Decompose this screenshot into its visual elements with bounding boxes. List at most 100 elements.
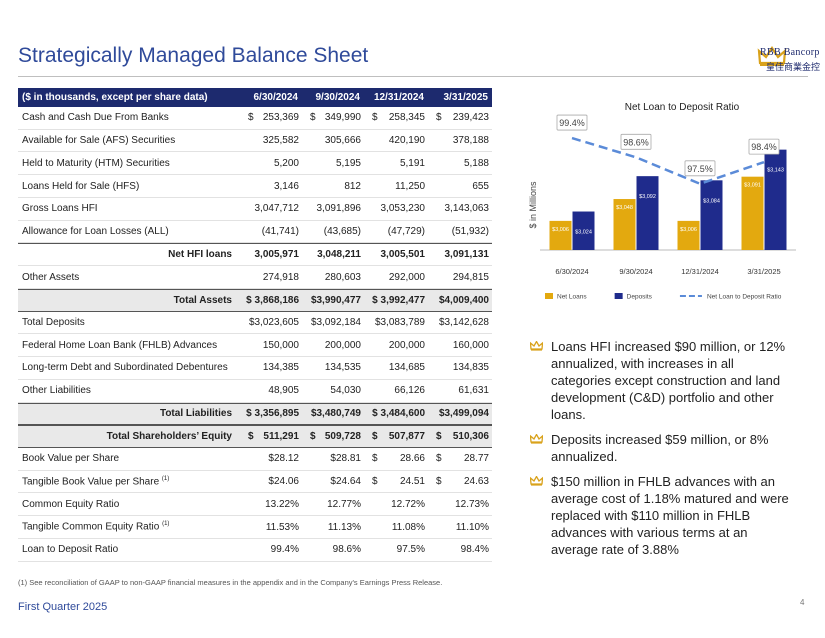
table-cell: 294,815 (428, 272, 492, 283)
table-row: Allowance for Loan Losses (ALL) (41,741) (… (18, 221, 492, 244)
cell-value: 99.4% (270, 544, 299, 556)
currency-sign: $ (248, 431, 254, 443)
table-cell: 3,005,501 (364, 249, 428, 260)
balance-table: ($ in thousands, except per share data) 6… (18, 88, 492, 562)
table-cell: (43,685) (302, 226, 364, 237)
row-label: Loan to Deposit Ratio (18, 544, 240, 555)
table-row: Loans Held for Sale (HFS) 3,146 812 11,250 6… (18, 175, 492, 198)
row-label-text: Available for Sale (AFS) Securities (22, 135, 176, 147)
table-cell: 11.08% (364, 522, 428, 533)
cell-value: 510,306 (452, 431, 489, 443)
cell-value: 325,582 (262, 135, 299, 147)
legend-label: Net Loans (557, 294, 587, 301)
bullet: $150 million in FHLB advances with an av… (530, 473, 790, 558)
table-cell: (51,932) (428, 226, 492, 237)
table-cell: $24.51 (364, 476, 428, 487)
row-label-text: Tangible Book Value per Share (22, 476, 160, 488)
cell-value: 48,905 (268, 385, 299, 397)
logo-crown (757, 46, 787, 66)
table-cell: 66,126 (364, 385, 428, 396)
table-cell: $ 3,992,477 (364, 295, 428, 306)
table-cell: $349,990 (302, 112, 364, 123)
table-cell: 54,030 (302, 385, 364, 396)
row-label: Book Value per Share (18, 453, 240, 464)
cell-value: 349,990 (324, 112, 361, 124)
currency-sign: $ (436, 453, 442, 465)
row-label: Total Liabilities (18, 408, 240, 419)
table-cell: $28.81 (302, 453, 364, 464)
bar-label: $3,048 (616, 205, 633, 211)
row-label-text: Tangible Common Equity Ratio (22, 521, 160, 533)
table-cell: 274,918 (240, 272, 302, 283)
table-row: Federal Home Loan Bank (FHLB) Advances 15… (18, 334, 492, 358)
bar-label: $3,006 (680, 227, 697, 233)
footer-text: First Quarter 2025 (18, 601, 108, 613)
cell-value: 134,385 (262, 362, 299, 374)
table-cell: $507,877 (364, 431, 428, 442)
cell-value: 28.77 (463, 453, 489, 465)
currency-sign: $ (310, 112, 316, 124)
cell-value: 11.53% (265, 521, 299, 533)
bar (636, 176, 659, 250)
cell-value: 3,091,896 (316, 203, 362, 215)
cell-value: 61,631 (458, 385, 489, 397)
cell-value: 420,190 (388, 135, 425, 147)
cell-value: 134,535 (324, 362, 361, 374)
cell-value: 3,091,131 (444, 249, 490, 261)
table-cell: 12.73% (428, 499, 492, 510)
table-cell: $3,480,749 (302, 408, 364, 419)
row-label-text: Total Deposits (22, 316, 85, 328)
currency-sign: $ (372, 431, 378, 443)
logo-name: RBB Bancorp (760, 47, 820, 58)
cell-value: $28.12 (268, 453, 299, 465)
row-label: Other Assets (18, 272, 240, 283)
table-row: Gross Loans HFI 3,047,712 3,091,896 3,053,2… (18, 198, 492, 221)
cell-value: 258,345 (388, 112, 425, 124)
table-cell: 12.77% (302, 499, 364, 510)
cell-value: $ 3,356,895 (246, 408, 299, 420)
cell-value: 12.73% (455, 498, 489, 510)
currency-sign: $ (436, 112, 442, 124)
cell-value: 11.13% (327, 521, 361, 533)
cell-value: $24.64 (330, 476, 361, 488)
column-header: ($ in thousands, except per share data) (22, 92, 208, 103)
currency-sign: $ (372, 453, 378, 465)
cell-value: 24.51 (399, 476, 425, 488)
table-cell: $258,345 (364, 112, 428, 123)
table-row: Loan to Deposit Ratio 99.4% 98.6% 97.5% 98.4… (18, 539, 492, 562)
table-cell: 3,091,896 (302, 203, 364, 214)
currency-sign: $ (372, 476, 378, 488)
row-label: Tangible Common Equity Ratio (1) (18, 521, 240, 532)
cell-value: 3,005,501 (380, 249, 426, 261)
row-label: Common Equity Ratio (18, 499, 240, 510)
cell-value: (43,685) (323, 226, 361, 238)
table-cell: 3,047,712 (240, 203, 302, 214)
cell-value: $ 3,868,186 (246, 294, 299, 306)
cell-value: 28.66 (399, 453, 425, 465)
table-cell: (47,729) (364, 226, 428, 237)
footnote-ref: (1) (162, 521, 170, 528)
table-header: ($ in thousands, except per share data) 6… (18, 88, 492, 107)
table-row: Total Shareholders’ Equity $511,291 $509,7… (18, 425, 492, 449)
cell-value: $3,990,477 (310, 294, 361, 306)
row-label: Allowance for Loan Losses (ALL) (18, 226, 240, 237)
cell-value: 12.77% (327, 498, 361, 510)
row-label-text: Total Assets (173, 294, 232, 306)
table-cell: 11.10% (428, 522, 492, 533)
legend-label: Net Loan to Deposit Ratio (707, 294, 782, 301)
cell-value: 11.10% (455, 521, 489, 533)
table-cell: $24.06 (240, 476, 302, 487)
table-row: Book Value per Share $28.12 $28.81 $28.66 $2… (18, 448, 492, 471)
table-row: Other Assets 274,918 280,603 292,000 294,815 (18, 266, 492, 289)
cell-value: $3,083,789 (374, 316, 425, 328)
cell-value: (51,932) (451, 226, 489, 238)
table-cell: $3,142,628 (428, 317, 492, 328)
cell-value: 11,250 (395, 180, 425, 192)
cell-value: 5,191 (399, 157, 425, 169)
cell-value: 150,000 (262, 339, 299, 351)
cell-value: 507,877 (388, 431, 425, 443)
bar-label: $3,092 (639, 194, 656, 200)
row-label: Cash and Cash Due From Banks (18, 112, 240, 123)
ratio-label-box (620, 133, 652, 150)
